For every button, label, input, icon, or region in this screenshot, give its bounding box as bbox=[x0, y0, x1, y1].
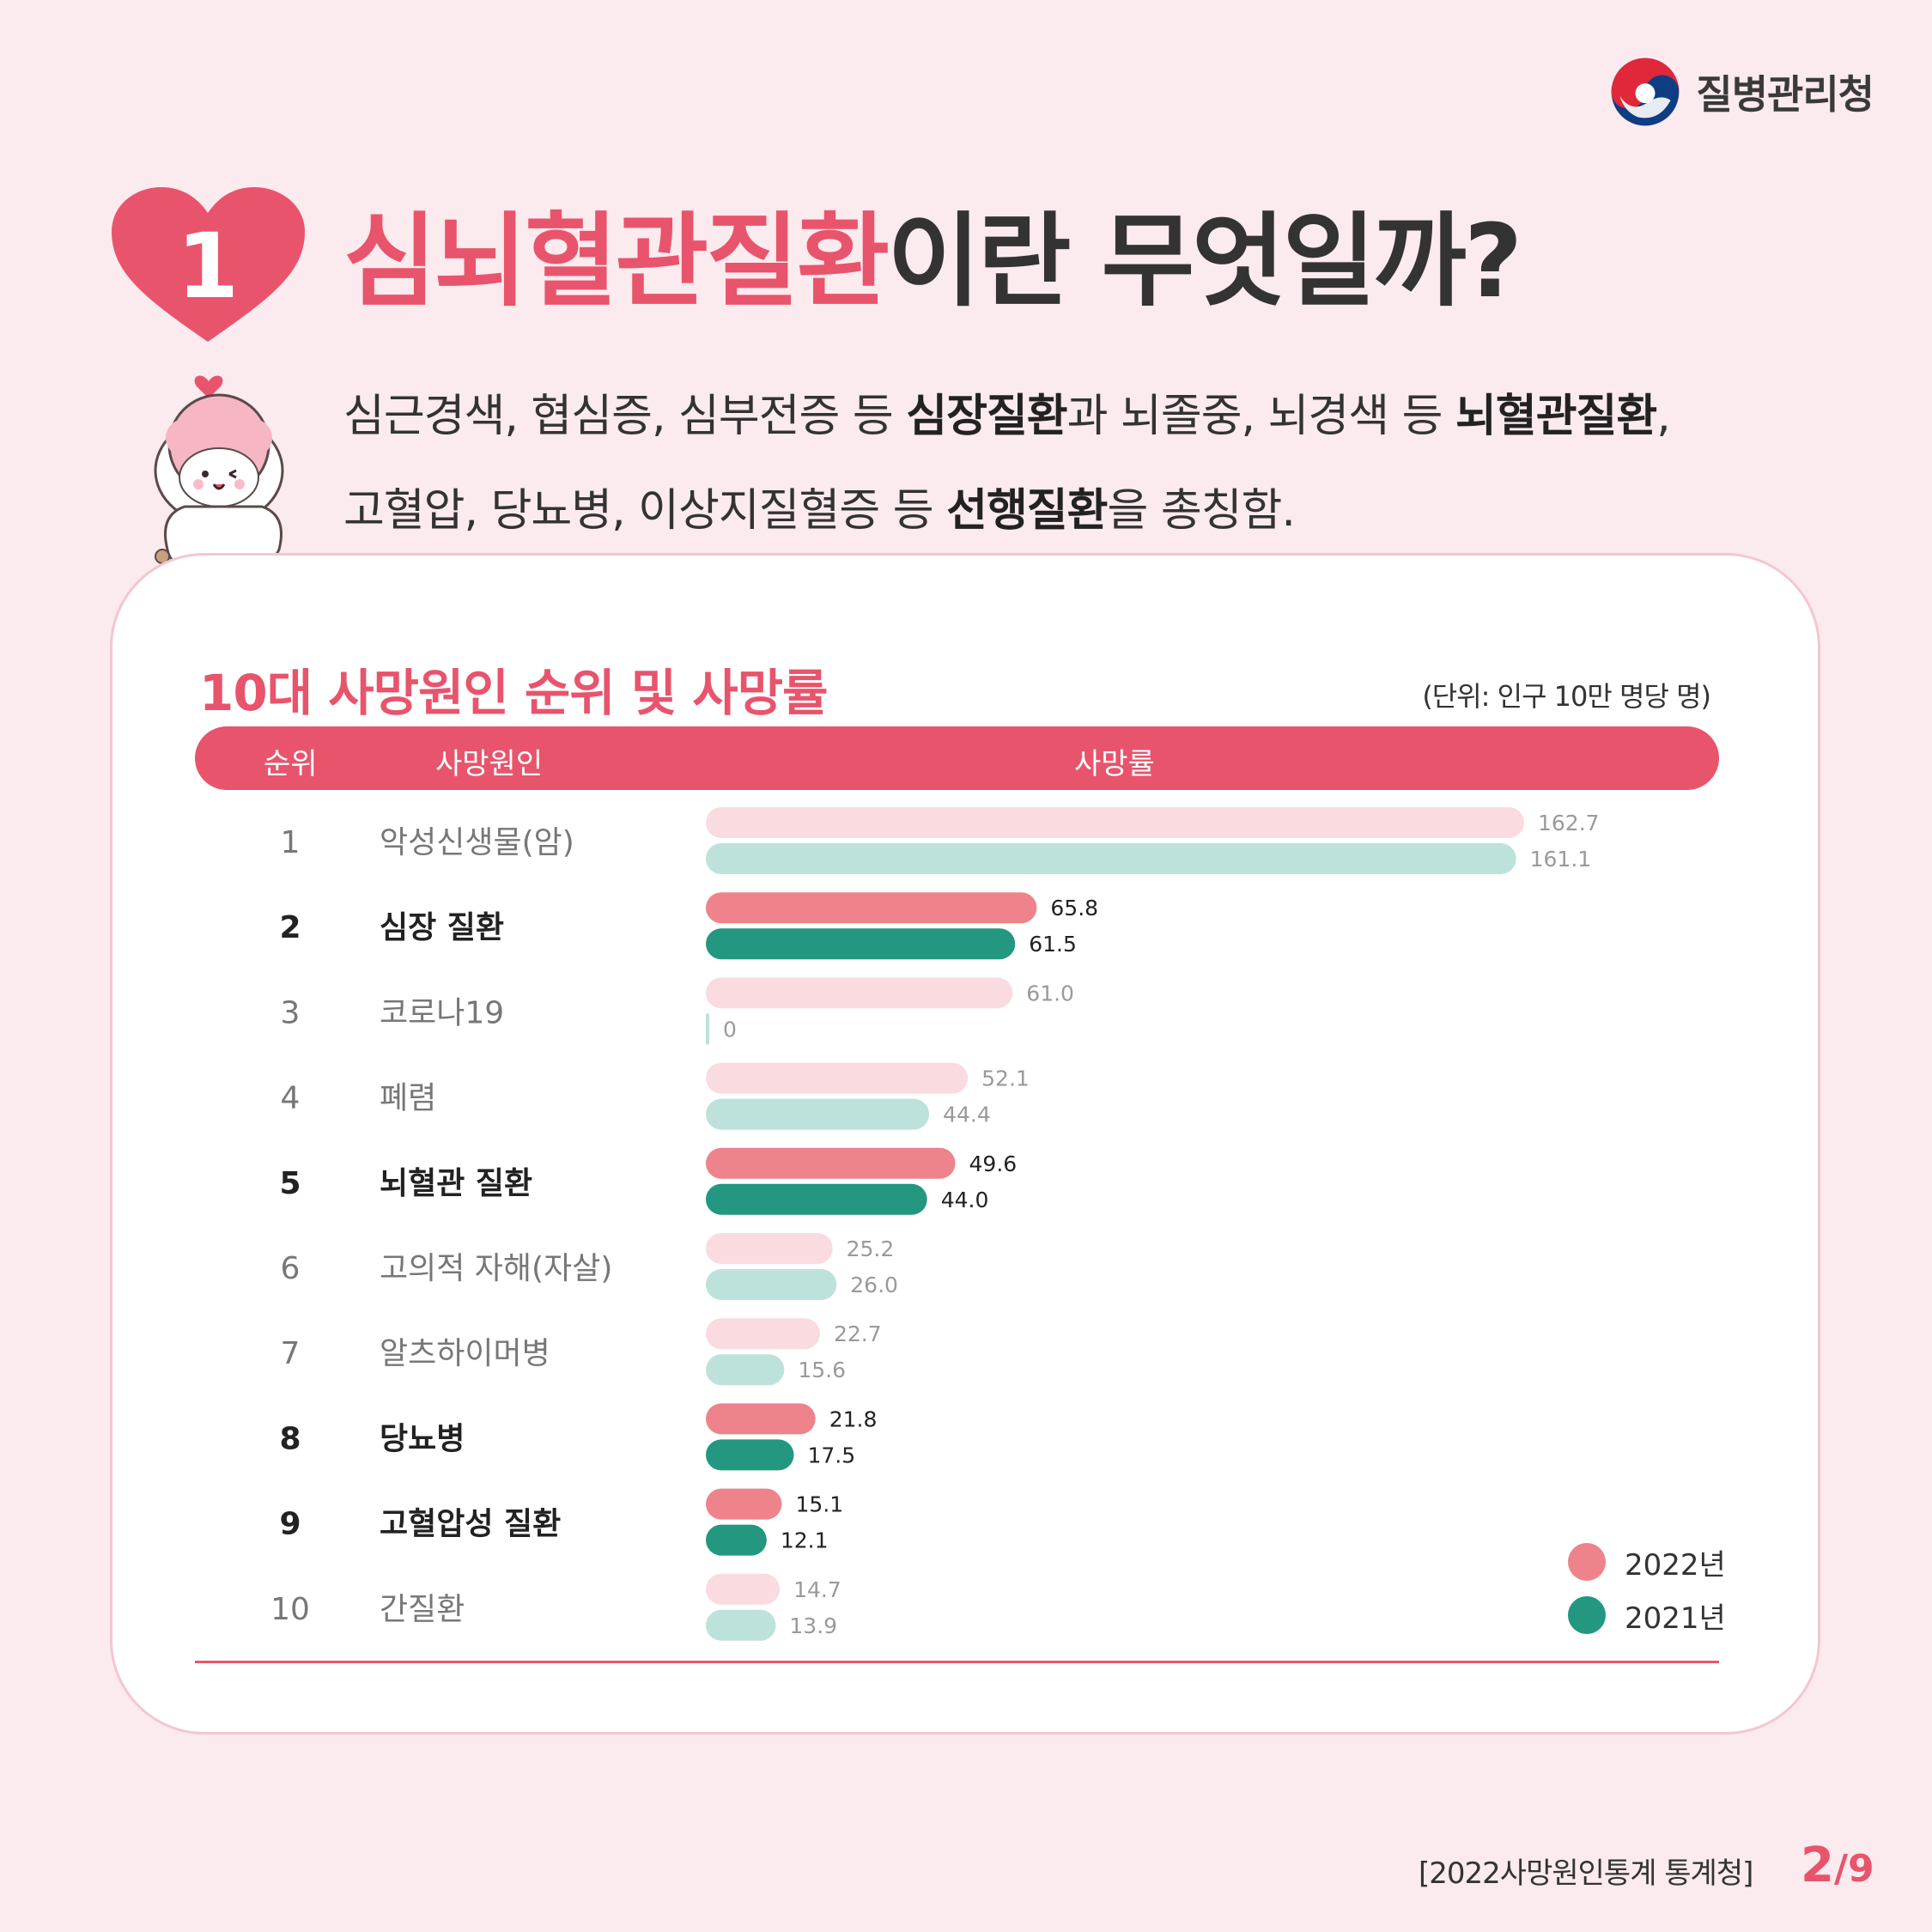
bar-2022 bbox=[706, 977, 1013, 1009]
heading-number: 1 bbox=[177, 214, 239, 319]
source-note: [2022사망원인통계 통계청] bbox=[1419, 1856, 1753, 1891]
value-label-2022: 14.7 bbox=[793, 1577, 841, 1602]
page-total: /9 bbox=[1833, 1847, 1874, 1891]
heart-number-badge: 1 bbox=[112, 187, 305, 342]
bar-2021 bbox=[706, 1098, 930, 1130]
bar-2022 bbox=[706, 1062, 969, 1094]
value-label-2021: 44.4 bbox=[943, 1103, 991, 1127]
legend-item-2022: 2022년 bbox=[1568, 1535, 1726, 1589]
title-rest: 이란 무엇일까? bbox=[887, 202, 1522, 320]
legend-label-2022: 2022년 bbox=[1625, 1547, 1726, 1583]
value-label-2022: 65.8 bbox=[1050, 896, 1098, 920]
bar-2021 bbox=[706, 1354, 785, 1386]
bar-2022 bbox=[706, 1573, 781, 1605]
header-rate: 사망률 bbox=[1074, 747, 1155, 781]
rank-label: 7 bbox=[281, 1336, 301, 1371]
value-label-2021: 26.0 bbox=[850, 1273, 898, 1297]
legend-label-2021: 2021년 bbox=[1625, 1601, 1726, 1636]
bar-2021 bbox=[706, 1439, 794, 1471]
agency-logo: 질병관리청 bbox=[1610, 57, 1874, 127]
title-highlight: 심뇌혈관질환 bbox=[343, 202, 890, 320]
bar-2022 bbox=[706, 807, 1524, 838]
cause-label: 폐렴 bbox=[380, 1081, 436, 1116]
rank-label: 10 bbox=[270, 1592, 310, 1627]
value-label-2021: 0 bbox=[723, 1017, 737, 1042]
rank-label: 5 bbox=[279, 1166, 301, 1201]
description-line-2: 고혈압, 당뇨병, 이상지질혈증 등 선행질환을 총칭함. bbox=[343, 485, 1296, 537]
bar-2021 bbox=[706, 928, 1016, 960]
page-indicator: 2/9 bbox=[1801, 1838, 1874, 1893]
value-label-2021: 12.1 bbox=[781, 1528, 829, 1553]
rank-label: 1 bbox=[281, 825, 301, 860]
cause-label: 고혈압성 질환 bbox=[380, 1507, 561, 1542]
rank-label: 4 bbox=[281, 1081, 301, 1116]
bar-2021 bbox=[706, 1269, 837, 1300]
table-header: 순위 사망원인 사망률 bbox=[195, 726, 1719, 790]
value-label-2021: 161.1 bbox=[1530, 847, 1592, 872]
bar-2022 bbox=[706, 1147, 956, 1179]
cause-label: 간질환 bbox=[380, 1592, 465, 1627]
description-line-1: 심근경색, 협심증, 심부전증 등 심장질환과 뇌졸중, 뇌경색 등 뇌혈관질환… bbox=[343, 391, 1671, 442]
bar-2022 bbox=[706, 1488, 782, 1520]
chart-legend: 2022년 2021년 bbox=[1568, 1535, 1726, 1642]
legend-item-2021: 2021년 bbox=[1568, 1589, 1726, 1642]
cause-label: 뇌혈관 질환 bbox=[380, 1166, 532, 1201]
agency-name: 질병관리청 bbox=[1696, 71, 1874, 118]
cause-label: 당뇨병 bbox=[380, 1421, 465, 1456]
value-label-2022: 25.2 bbox=[847, 1236, 895, 1261]
value-label-2022: 22.7 bbox=[834, 1321, 882, 1346]
rank-label: 9 bbox=[279, 1507, 301, 1542]
taegeuk-logo-icon bbox=[1612, 58, 1680, 126]
legend-dot-2022 bbox=[1568, 1543, 1606, 1581]
chart-title: 10대 사망원인 순위 및 사망률 bbox=[199, 664, 828, 722]
bar-2021 bbox=[706, 1183, 927, 1215]
cause-label: 심장 질환 bbox=[380, 910, 504, 945]
value-label-2021: 17.5 bbox=[808, 1443, 856, 1467]
header-cause: 사망원인 bbox=[435, 747, 544, 781]
rank-label: 3 bbox=[281, 995, 301, 1030]
value-label-2022: 15.1 bbox=[795, 1492, 843, 1517]
bar-2021 bbox=[706, 843, 1516, 874]
value-label-2022: 52.1 bbox=[981, 1066, 1030, 1091]
value-label-2022: 21.8 bbox=[829, 1406, 878, 1431]
rank-label: 2 bbox=[279, 910, 301, 945]
rank-label: 8 bbox=[279, 1421, 301, 1456]
rank-label: 6 bbox=[281, 1251, 301, 1286]
value-label-2022: 162.7 bbox=[1538, 811, 1600, 835]
value-label-2021: 44.0 bbox=[941, 1188, 989, 1212]
description: 심근경색, 협심증, 심부전증 등 심장질환과 뇌졸중, 뇌경색 등 뇌혈관질환… bbox=[343, 369, 1671, 558]
cause-label: 고의적 자해(자살) bbox=[380, 1251, 612, 1286]
cause-label: 알츠하이머병 bbox=[380, 1336, 550, 1371]
header-rank: 순위 bbox=[264, 747, 318, 781]
value-label-2022: 61.0 bbox=[1026, 981, 1074, 1005]
value-label-2021: 15.6 bbox=[798, 1358, 846, 1382]
heart-icon bbox=[112, 187, 305, 342]
bar-2022 bbox=[706, 1403, 816, 1435]
chart-bottom-rule bbox=[195, 1661, 1719, 1663]
value-label-2021: 61.5 bbox=[1029, 932, 1077, 957]
bar-2021 bbox=[706, 1013, 709, 1045]
bar-2021 bbox=[706, 1524, 767, 1556]
value-label-2022: 49.6 bbox=[969, 1151, 1018, 1176]
cause-label: 악성신생물(암) bbox=[380, 825, 574, 860]
bar-2022 bbox=[706, 892, 1037, 924]
page-title: 심뇌혈관질환이란 무엇일까? bbox=[343, 205, 1522, 318]
bar-2022 bbox=[706, 1318, 820, 1350]
page-current: 2 bbox=[1801, 1838, 1834, 1893]
cause-label: 코로나19 bbox=[380, 995, 504, 1030]
value-label-2021: 13.9 bbox=[789, 1613, 837, 1638]
chart-unit: (단위: 인구 10만 명당 명) bbox=[1422, 680, 1711, 713]
bar-2021 bbox=[706, 1609, 776, 1641]
legend-dot-2021 bbox=[1568, 1596, 1606, 1634]
bar-2022 bbox=[706, 1233, 833, 1264]
